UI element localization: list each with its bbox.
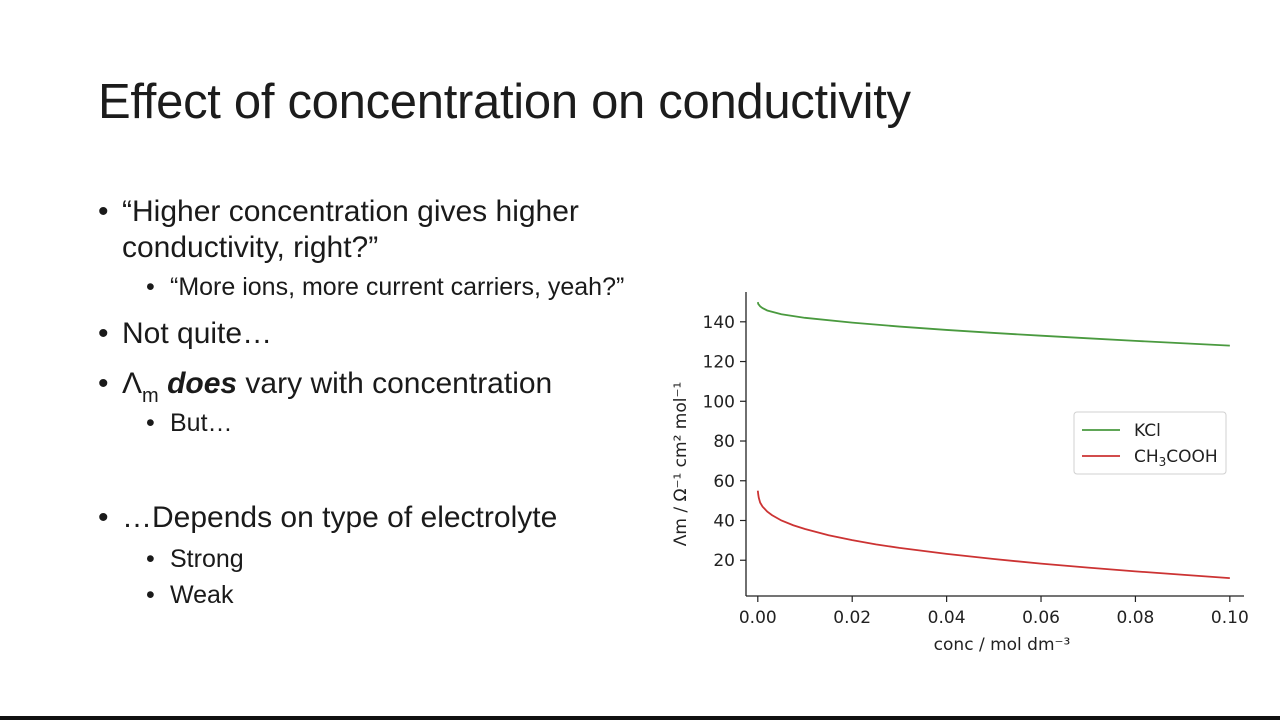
y-tick-label: 60 bbox=[713, 472, 735, 492]
legend-label-part: COOH bbox=[1166, 447, 1217, 467]
legend-label-part: CH bbox=[1134, 447, 1159, 467]
x-tick-label: 0.02 bbox=[833, 608, 871, 628]
y-axis-label: Λm / Ω⁻¹ cm² mol⁻¹ bbox=[671, 382, 691, 547]
bullet-text: Not quite… bbox=[122, 317, 273, 350]
legend-label-ch3cooh: CH3COOH bbox=[1134, 447, 1218, 469]
legend-label-subscript: 3 bbox=[1159, 455, 1167, 469]
conductivity-chart: 0.00 0.02 0.04 0.06 0.08 0.10 20 40 60 80 100 120 14… bbox=[671, 292, 1249, 655]
x-tick-label: 0.00 bbox=[739, 608, 777, 628]
bullet-dot: • bbox=[98, 317, 109, 350]
subbullet-text: “More ions, more current carriers, yeah?… bbox=[170, 273, 625, 301]
y-tick-label: 120 bbox=[703, 353, 735, 373]
x-tick-label: 0.04 bbox=[928, 608, 966, 628]
legend-label-kcl: KCl bbox=[1134, 421, 1161, 441]
bullet-dot: • bbox=[98, 367, 109, 400]
x-tick-label: 0.06 bbox=[1022, 608, 1060, 628]
x-tick-label: 0.08 bbox=[1117, 608, 1155, 628]
bullet-higher-concentration: • “Higher concentration gives higher con… bbox=[98, 194, 698, 266]
bullet-dot: • bbox=[146, 409, 155, 437]
bullet-text-line1: “Higher concentration gives higher bbox=[122, 195, 579, 228]
bullet-text-line2: conductivity, right?” bbox=[122, 231, 379, 264]
legend-box bbox=[1073, 411, 1227, 475]
bullet-text: vary with concentration bbox=[237, 367, 553, 400]
bullet-dot: • bbox=[146, 581, 155, 609]
bullet-dot: • bbox=[146, 545, 155, 573]
subbullet-text: But… bbox=[170, 409, 233, 437]
lambda-symbol: Λ bbox=[122, 367, 143, 400]
bullet-dot: • bbox=[98, 195, 109, 228]
subbullet-text: Weak bbox=[170, 581, 234, 609]
y-tick-label: 100 bbox=[703, 392, 735, 412]
lambda-subscript: m bbox=[142, 385, 159, 407]
series-line-ch3cooh bbox=[756, 490, 1230, 580]
bullet-dot: • bbox=[146, 273, 155, 301]
y-tick-label: 40 bbox=[713, 511, 735, 531]
y-tick-label: 20 bbox=[713, 551, 735, 571]
emphasis-does: does bbox=[167, 367, 238, 400]
x-tick-label: 0.10 bbox=[1211, 608, 1249, 628]
series-line-kcl bbox=[756, 301, 1230, 347]
y-tick-label: 140 bbox=[703, 313, 735, 333]
y-tick-label: 80 bbox=[713, 432, 735, 452]
subbullet-text: Strong bbox=[170, 545, 244, 573]
bullet-text: …Depends on type of electrolyte bbox=[122, 501, 558, 534]
x-axis-label: conc / mol dm⁻³ bbox=[934, 635, 1071, 655]
bottom-border bbox=[0, 716, 1280, 720]
bullet-dot: • bbox=[98, 501, 109, 534]
slide-title: Effect of concentration on conductivity bbox=[98, 75, 911, 129]
